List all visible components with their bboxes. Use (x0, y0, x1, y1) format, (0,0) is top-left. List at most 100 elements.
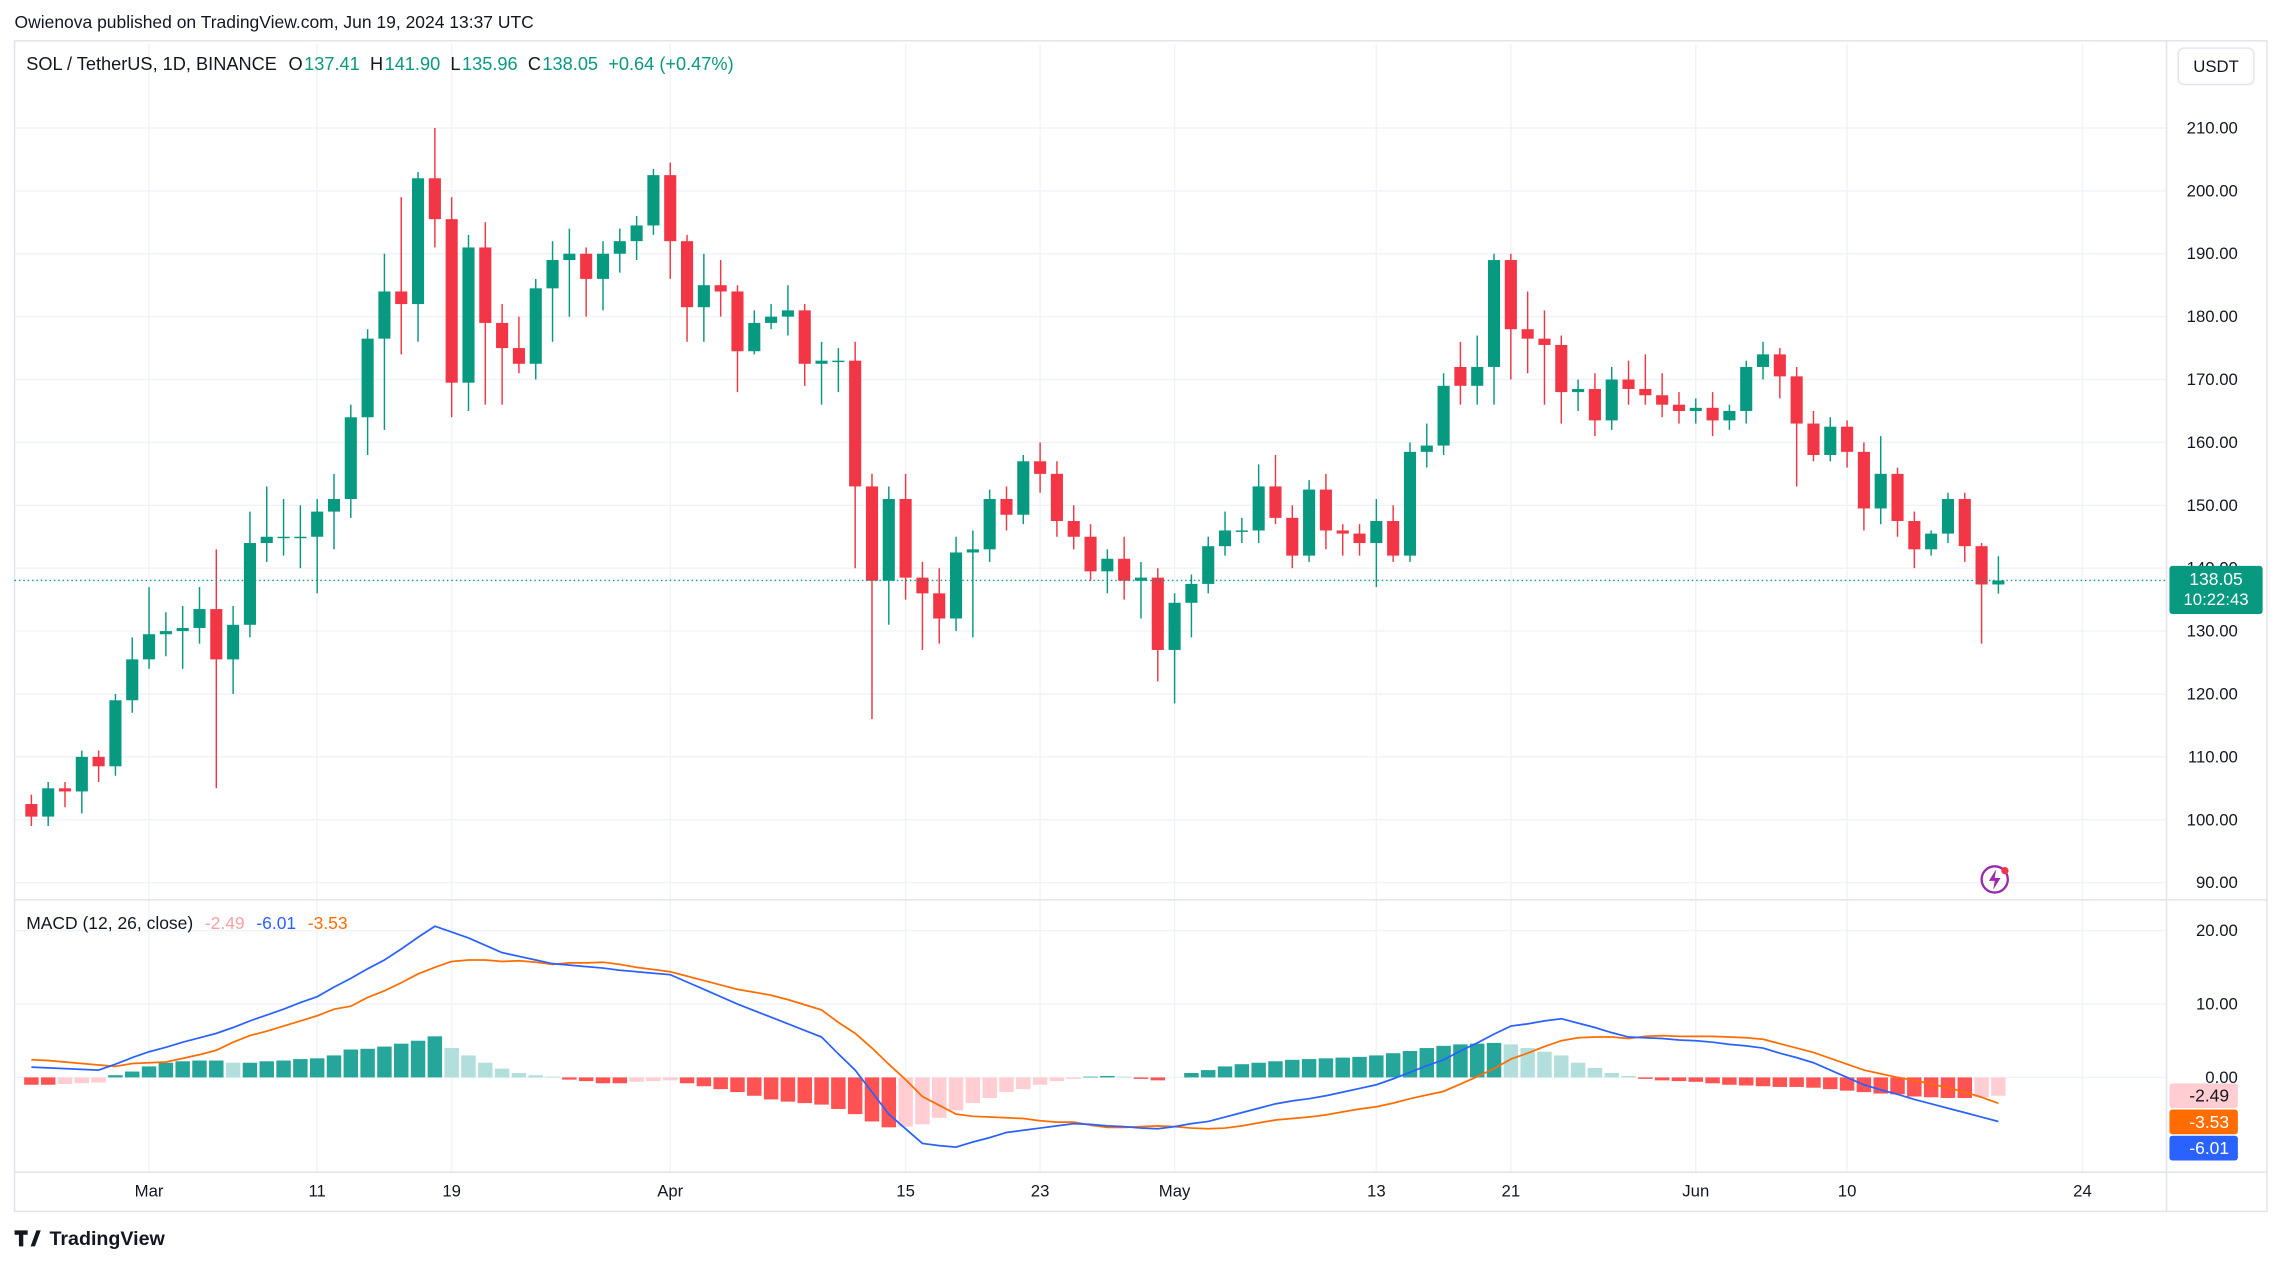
histogram-bar (1436, 1045, 1451, 1078)
candle-body (781, 310, 794, 317)
histogram-bar (545, 1076, 560, 1078)
histogram-bar (1806, 1077, 1821, 1088)
histogram-bar (629, 1077, 644, 1082)
histogram-bar (1587, 1067, 1603, 1078)
candle-body (765, 316, 778, 323)
histogram-bar (797, 1077, 812, 1104)
histogram-bar (1554, 1055, 1569, 1078)
y-tick-label: 100.00 (2187, 810, 2238, 829)
candle-body (1151, 577, 1164, 650)
signal-legend-value: -3.53 (308, 913, 348, 933)
candle-body (1689, 407, 1702, 411)
histogram-bar (326, 1055, 342, 1078)
y-tick-label: 170.00 (2187, 370, 2238, 389)
candle-body (664, 175, 677, 242)
candle-body (462, 247, 475, 383)
histogram-bar (1671, 1077, 1687, 1082)
histogram-bar (881, 1077, 897, 1128)
candle-body (1202, 546, 1215, 584)
histogram-bar (814, 1077, 829, 1105)
candle-body (109, 700, 122, 767)
candle-body (378, 291, 391, 339)
histogram-bar (1705, 1077, 1720, 1084)
candle-body (1101, 558, 1114, 572)
y-tick-label: 150.00 (2187, 496, 2238, 515)
candle-body (126, 659, 139, 701)
candle-body (1790, 376, 1803, 424)
brand[interactable]: TradingView (14, 1228, 166, 1250)
histogram-bar (125, 1071, 140, 1078)
histogram-bar (679, 1077, 695, 1084)
candle-body (949, 552, 963, 619)
histogram-bar (343, 1049, 359, 1078)
candle-body (1773, 354, 1786, 377)
candle-body (58, 788, 72, 792)
candle-body (1874, 473, 1887, 509)
histogram-bar (511, 1073, 527, 1078)
histogram-bar (259, 1061, 274, 1078)
x-tick-label: 24 (2073, 1182, 2092, 1201)
alert-bolt[interactable] (1988, 869, 2001, 890)
candle-body (412, 178, 425, 305)
candle-body (630, 225, 643, 242)
brand-logo[interactable] (14, 1230, 41, 1247)
candle-body (1925, 533, 1938, 550)
brand-name[interactable]: TradingView (50, 1228, 166, 1250)
candle-body (966, 549, 979, 553)
alert-dot[interactable] (2001, 867, 2009, 875)
candle-body (496, 322, 509, 349)
candle-body (428, 178, 441, 220)
histogram-bar (965, 1077, 981, 1104)
histogram-bar (1520, 1048, 1535, 1078)
candle-body (748, 322, 761, 352)
histogram-bar (696, 1077, 712, 1087)
histogram-bar (276, 1060, 291, 1078)
countdown-label: 10:22:43 (2183, 590, 2248, 609)
histogram-bar (1150, 1077, 1166, 1081)
candle-body (613, 241, 626, 254)
histogram-bar (1486, 1042, 1502, 1078)
candle-body (1000, 499, 1013, 515)
histogram-bar (1991, 1077, 2006, 1096)
macd-line (31, 925, 1999, 1149)
alert-icon[interactable] (1980, 865, 2009, 894)
y-tick-label: 210.00 (2187, 118, 2238, 137)
histogram-bar (1268, 1061, 1283, 1078)
y-tick-label: 120.00 (2187, 684, 2238, 703)
histogram-bar (780, 1077, 796, 1102)
histogram-bar (24, 1077, 39, 1085)
candle-body (42, 788, 55, 817)
candle-body (227, 624, 240, 660)
histogram-bar (1318, 1058, 1334, 1078)
histogram-bar (1755, 1077, 1771, 1087)
candle-body (1067, 521, 1080, 537)
histogram-bar (192, 1060, 207, 1078)
alert-ring[interactable] (1980, 865, 2009, 894)
candle-body (445, 219, 458, 383)
histogram-bar (74, 1077, 90, 1084)
candle-body (395, 291, 408, 305)
ohlc-key: C (528, 54, 541, 74)
candle-body (1975, 546, 1988, 585)
candle-body (25, 804, 38, 817)
histogram-bar (1604, 1073, 1619, 1078)
candle-body (1504, 260, 1517, 330)
currency-label[interactable]: USDT (2193, 57, 2239, 76)
candle-body (1403, 451, 1417, 556)
x-tick-label: Mar (135, 1182, 164, 1201)
histogram-bar (1907, 1077, 1922, 1097)
histogram-bar (209, 1060, 224, 1078)
symbol-title: SOL / TetherUS, 1D, BINANCE (26, 54, 277, 74)
candle-body (311, 511, 324, 537)
candle-body (75, 756, 88, 792)
histogram-bar (898, 1077, 913, 1127)
publisher-line: Owienova published on TradingView.com, J… (15, 12, 534, 32)
currency-button-box[interactable] (2177, 47, 2255, 86)
histogram-bar (1890, 1077, 1905, 1095)
histogram-bar (1285, 1059, 1300, 1078)
histogram-bar (377, 1046, 392, 1078)
candle-body (916, 577, 929, 594)
currency-button[interactable]: USDT (2177, 47, 2255, 86)
